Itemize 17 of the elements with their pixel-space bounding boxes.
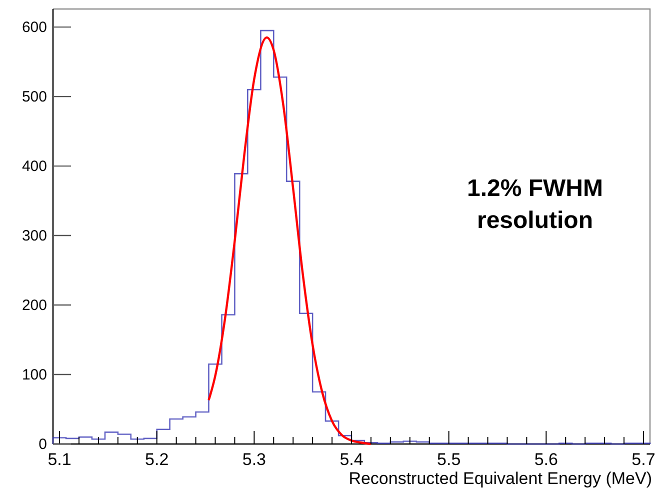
y-tick-label: 500: [22, 88, 47, 106]
line-series: [208, 36, 372, 446]
x-axis-title: Reconstructed Equivalent Energy (MeV): [348, 469, 652, 488]
y-tick-label: 400: [22, 158, 47, 175]
x-tick-label: 5.2: [145, 450, 169, 470]
x-tick-label: 5.6: [534, 450, 558, 470]
x-tick-label: 5.1: [48, 450, 72, 470]
y-tick-label: 200: [22, 296, 47, 314]
annotation: 1.2% FWHM resolution: [466, 175, 604, 234]
x-tick-label: 5.7: [632, 450, 656, 470]
y-tick-label: 300: [22, 227, 47, 244]
y-tick-label: 0: [38, 436, 47, 453]
x-tick-label: 5.5: [437, 450, 461, 470]
y-tick-label: 600: [22, 18, 47, 36]
x-tick-label: 5.4: [340, 450, 364, 470]
y-tick-label: 100: [22, 366, 47, 384]
x-tick-label: 5.3: [242, 450, 266, 470]
